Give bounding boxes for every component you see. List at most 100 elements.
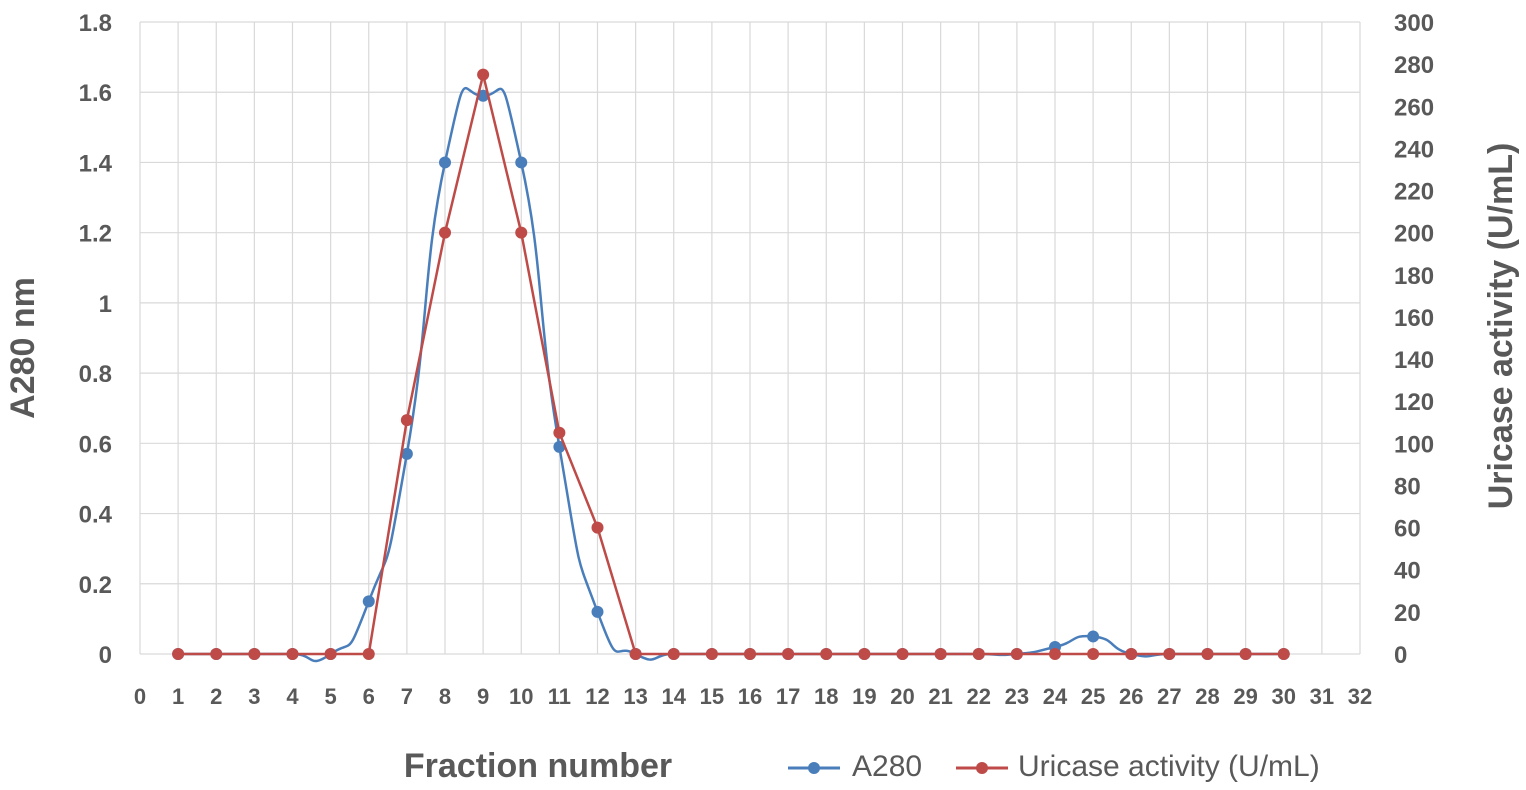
data-point-uricase: [782, 648, 795, 660]
x-tick-label: 15: [700, 684, 724, 709]
x-tick-label: 26: [1119, 684, 1143, 709]
y-tick-label: 0.4: [79, 502, 113, 529]
x-tick-label: 19: [852, 684, 876, 709]
series-line-uricase: [178, 74, 1284, 656]
y2-tick-label: 300: [1394, 10, 1434, 37]
data-point-uricase: [705, 648, 718, 660]
x-tick-label: 11: [548, 684, 571, 709]
x-tick-label: 23: [1005, 684, 1029, 709]
data-point-a280: [1087, 630, 1100, 643]
data-point-uricase: [553, 426, 566, 439]
data-point-uricase: [629, 648, 642, 660]
data-point-uricase: [324, 648, 337, 660]
y2-tick-label: 80: [1394, 473, 1421, 500]
x-tick-label: 7: [401, 684, 413, 709]
x-tick-label: 2: [210, 684, 222, 709]
x-tick-label: 17: [776, 684, 800, 709]
data-point-uricase: [400, 414, 413, 427]
y2-tick-label: 280: [1394, 52, 1434, 79]
y2-tick-label: 40: [1394, 558, 1421, 585]
data-point-uricase: [744, 648, 756, 660]
series-layer: [172, 68, 1290, 663]
data-point-a280: [477, 89, 490, 102]
legend-item-a280: A280: [788, 750, 922, 783]
data-point-a280: [439, 156, 451, 169]
y2-tick-label: 60: [1394, 516, 1421, 543]
x-tick-label: 3: [248, 684, 260, 709]
y2-tick-label: 200: [1394, 221, 1434, 248]
y2-tick-label: 0: [1394, 642, 1407, 669]
x-tick-label: 32: [1348, 684, 1372, 709]
x-axis-ticks: 0 1 2 3 4 5 6 7 8 9 10 11 12 13 14 15 16 17 18 19 20 21 22 23 24…: [134, 684, 1372, 709]
x-tick-label: 12: [585, 684, 609, 709]
x-tick-label: 24: [1043, 684, 1068, 709]
series-a280: [172, 86, 1290, 663]
legend-label-a280: A280: [852, 750, 922, 783]
y-axis-left-title: A280 nm: [4, 277, 42, 419]
y-tick-label: 1: [99, 291, 112, 318]
x-tick-label: 20: [890, 684, 914, 709]
x-tick-label: 30: [1272, 684, 1296, 709]
data-point-uricase: [172, 648, 185, 660]
data-point-uricase: [1125, 648, 1138, 660]
series-uricase: [172, 68, 1290, 660]
y-tick-label: 0.8: [79, 361, 112, 388]
y-tick-label: 0.6: [79, 431, 112, 458]
y-tick-label: 1.6: [79, 80, 112, 107]
legend-marker-uricase: [976, 762, 988, 774]
x-tick-label: 28: [1195, 684, 1219, 709]
data-point-uricase: [515, 226, 528, 239]
data-point-uricase: [362, 648, 375, 660]
data-point-a280: [553, 440, 566, 453]
data-point-a280: [362, 595, 375, 608]
data-point-uricase: [1277, 648, 1290, 660]
y2-tick-label: 180: [1394, 263, 1434, 290]
y-axis-right-title: Uricase activity (U/mL): [1482, 143, 1520, 510]
data-point-uricase: [896, 648, 909, 660]
x-tick-label: 4: [286, 684, 299, 709]
x-tick-label: 22: [967, 684, 991, 709]
data-point-uricase: [1239, 648, 1252, 660]
x-tick-label: 9: [477, 684, 489, 709]
data-point-a280: [400, 447, 413, 460]
y-tick-label: 1.4: [79, 150, 113, 177]
data-point-uricase: [1049, 648, 1061, 660]
y-tick-label: 1.8: [79, 10, 112, 37]
y-tick-label: 1.2: [79, 221, 112, 248]
data-point-a280: [591, 605, 604, 618]
legend-item-uricase: Uricase activity (U/mL): [956, 750, 1320, 783]
x-tick-label: 27: [1157, 684, 1181, 709]
data-point-uricase: [934, 648, 947, 660]
x-tick-label: 13: [623, 684, 647, 709]
data-point-uricase: [1201, 648, 1214, 660]
data-point-uricase: [477, 68, 490, 81]
y-tick-label: 0.2: [79, 572, 112, 599]
y2-tick-label: 20: [1394, 600, 1421, 627]
data-point-uricase: [972, 648, 985, 660]
data-point-uricase: [667, 648, 680, 660]
data-point-uricase: [248, 648, 261, 660]
x-tick-label: 16: [738, 684, 762, 709]
data-point-uricase: [820, 648, 833, 660]
x-tick-label: 31: [1310, 684, 1334, 709]
x-tick-label: 8: [439, 684, 451, 709]
legend-label-uricase: Uricase activity (U/mL): [1018, 750, 1320, 783]
x-tick-label: 21: [928, 684, 952, 709]
legend: A280 Uricase activity (U/mL): [788, 750, 1320, 783]
data-point-uricase: [591, 521, 604, 534]
y2-tick-label: 260: [1394, 94, 1434, 121]
data-point-uricase: [858, 648, 871, 660]
y2-tick-label: 140: [1394, 347, 1434, 374]
data-point-uricase: [1010, 648, 1023, 660]
gridlines: [139, 21, 1361, 655]
y2-tick-label: 120: [1394, 389, 1434, 416]
legend-marker-a280: [808, 762, 820, 774]
data-point-uricase: [439, 226, 451, 239]
x-tick-label: 25: [1081, 684, 1105, 709]
x-axis-title: Fraction number: [404, 747, 672, 785]
y2-tick-label: 240: [1394, 136, 1434, 163]
data-point-uricase: [210, 648, 223, 660]
data-point-uricase: [1087, 648, 1100, 660]
x-tick-label: 10: [509, 684, 533, 709]
